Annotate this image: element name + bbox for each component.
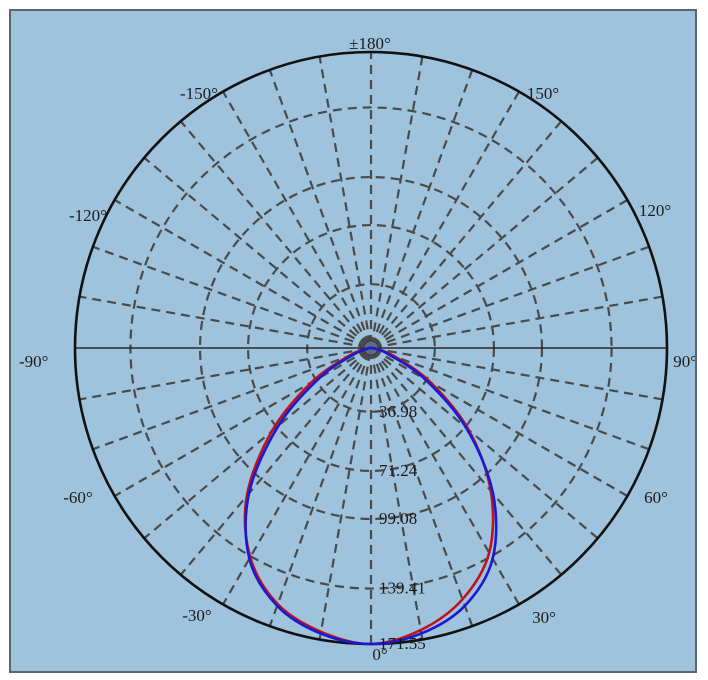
angle-label-120: 120° [639, 201, 671, 220]
grid-spoke-160 [268, 69, 474, 627]
angle-label-150: 150° [527, 84, 559, 103]
grid-spoke-50 [143, 156, 599, 540]
label-layer: 0° 30° 60° 90° 120° 150° ±180° -150° -120° -90° -6… [19, 34, 695, 664]
angle-label-0: 0° [372, 645, 387, 664]
grid-spoke-110 [92, 245, 650, 451]
angle-label-30: 30° [532, 608, 556, 627]
angle-label-neg30: -30° [182, 606, 211, 625]
grid-spoke-80 [79, 295, 663, 401]
radial-tick-label-0: 36.98 [379, 402, 417, 421]
chart-frame: 0° 30° 60° 90° 120° 150° ±180° -150° -120° -90° -6… [9, 9, 697, 673]
radial-tick-label-2: 99.08 [379, 509, 417, 528]
radial-tick-label-4: 171.55 [379, 634, 426, 653]
angle-label-180: ±180° [349, 34, 391, 53]
angle-label-neg120: -120° [69, 206, 107, 225]
grid-spoke-20 [268, 69, 474, 627]
grid-spoke-120 [114, 199, 628, 497]
grid-spoke-150 [222, 91, 520, 605]
grid-spoke-170 [318, 56, 424, 640]
series-layer [243, 346, 498, 646]
angle-label-neg90: -90° [19, 352, 48, 371]
radial-tick-label-1: 71.24 [379, 461, 418, 480]
grid-spoke-10 [318, 56, 424, 640]
angle-label-60: 60° [644, 488, 668, 507]
angle-label-neg150: -150° [180, 84, 218, 103]
polar-chart: 0° 30° 60° 90° 120° 150° ±180° -150° -120° -90° -6… [19, 34, 695, 664]
angle-label-90: 90° [673, 352, 695, 371]
series-line-1 [244, 346, 498, 646]
grid-spoke-60 [114, 199, 628, 497]
grid-spoke-40 [179, 120, 563, 576]
grid-spoke-140 [179, 120, 563, 576]
angle-label-neg60: -60° [63, 488, 92, 507]
grid-spoke-100 [79, 295, 663, 401]
grid-spoke-70 [92, 245, 650, 451]
radial-tick-label-3: 139.41 [379, 579, 426, 598]
grid-spoke-30 [222, 91, 520, 605]
polar-grid [73, 50, 669, 646]
grid-spoke-130 [143, 156, 599, 540]
